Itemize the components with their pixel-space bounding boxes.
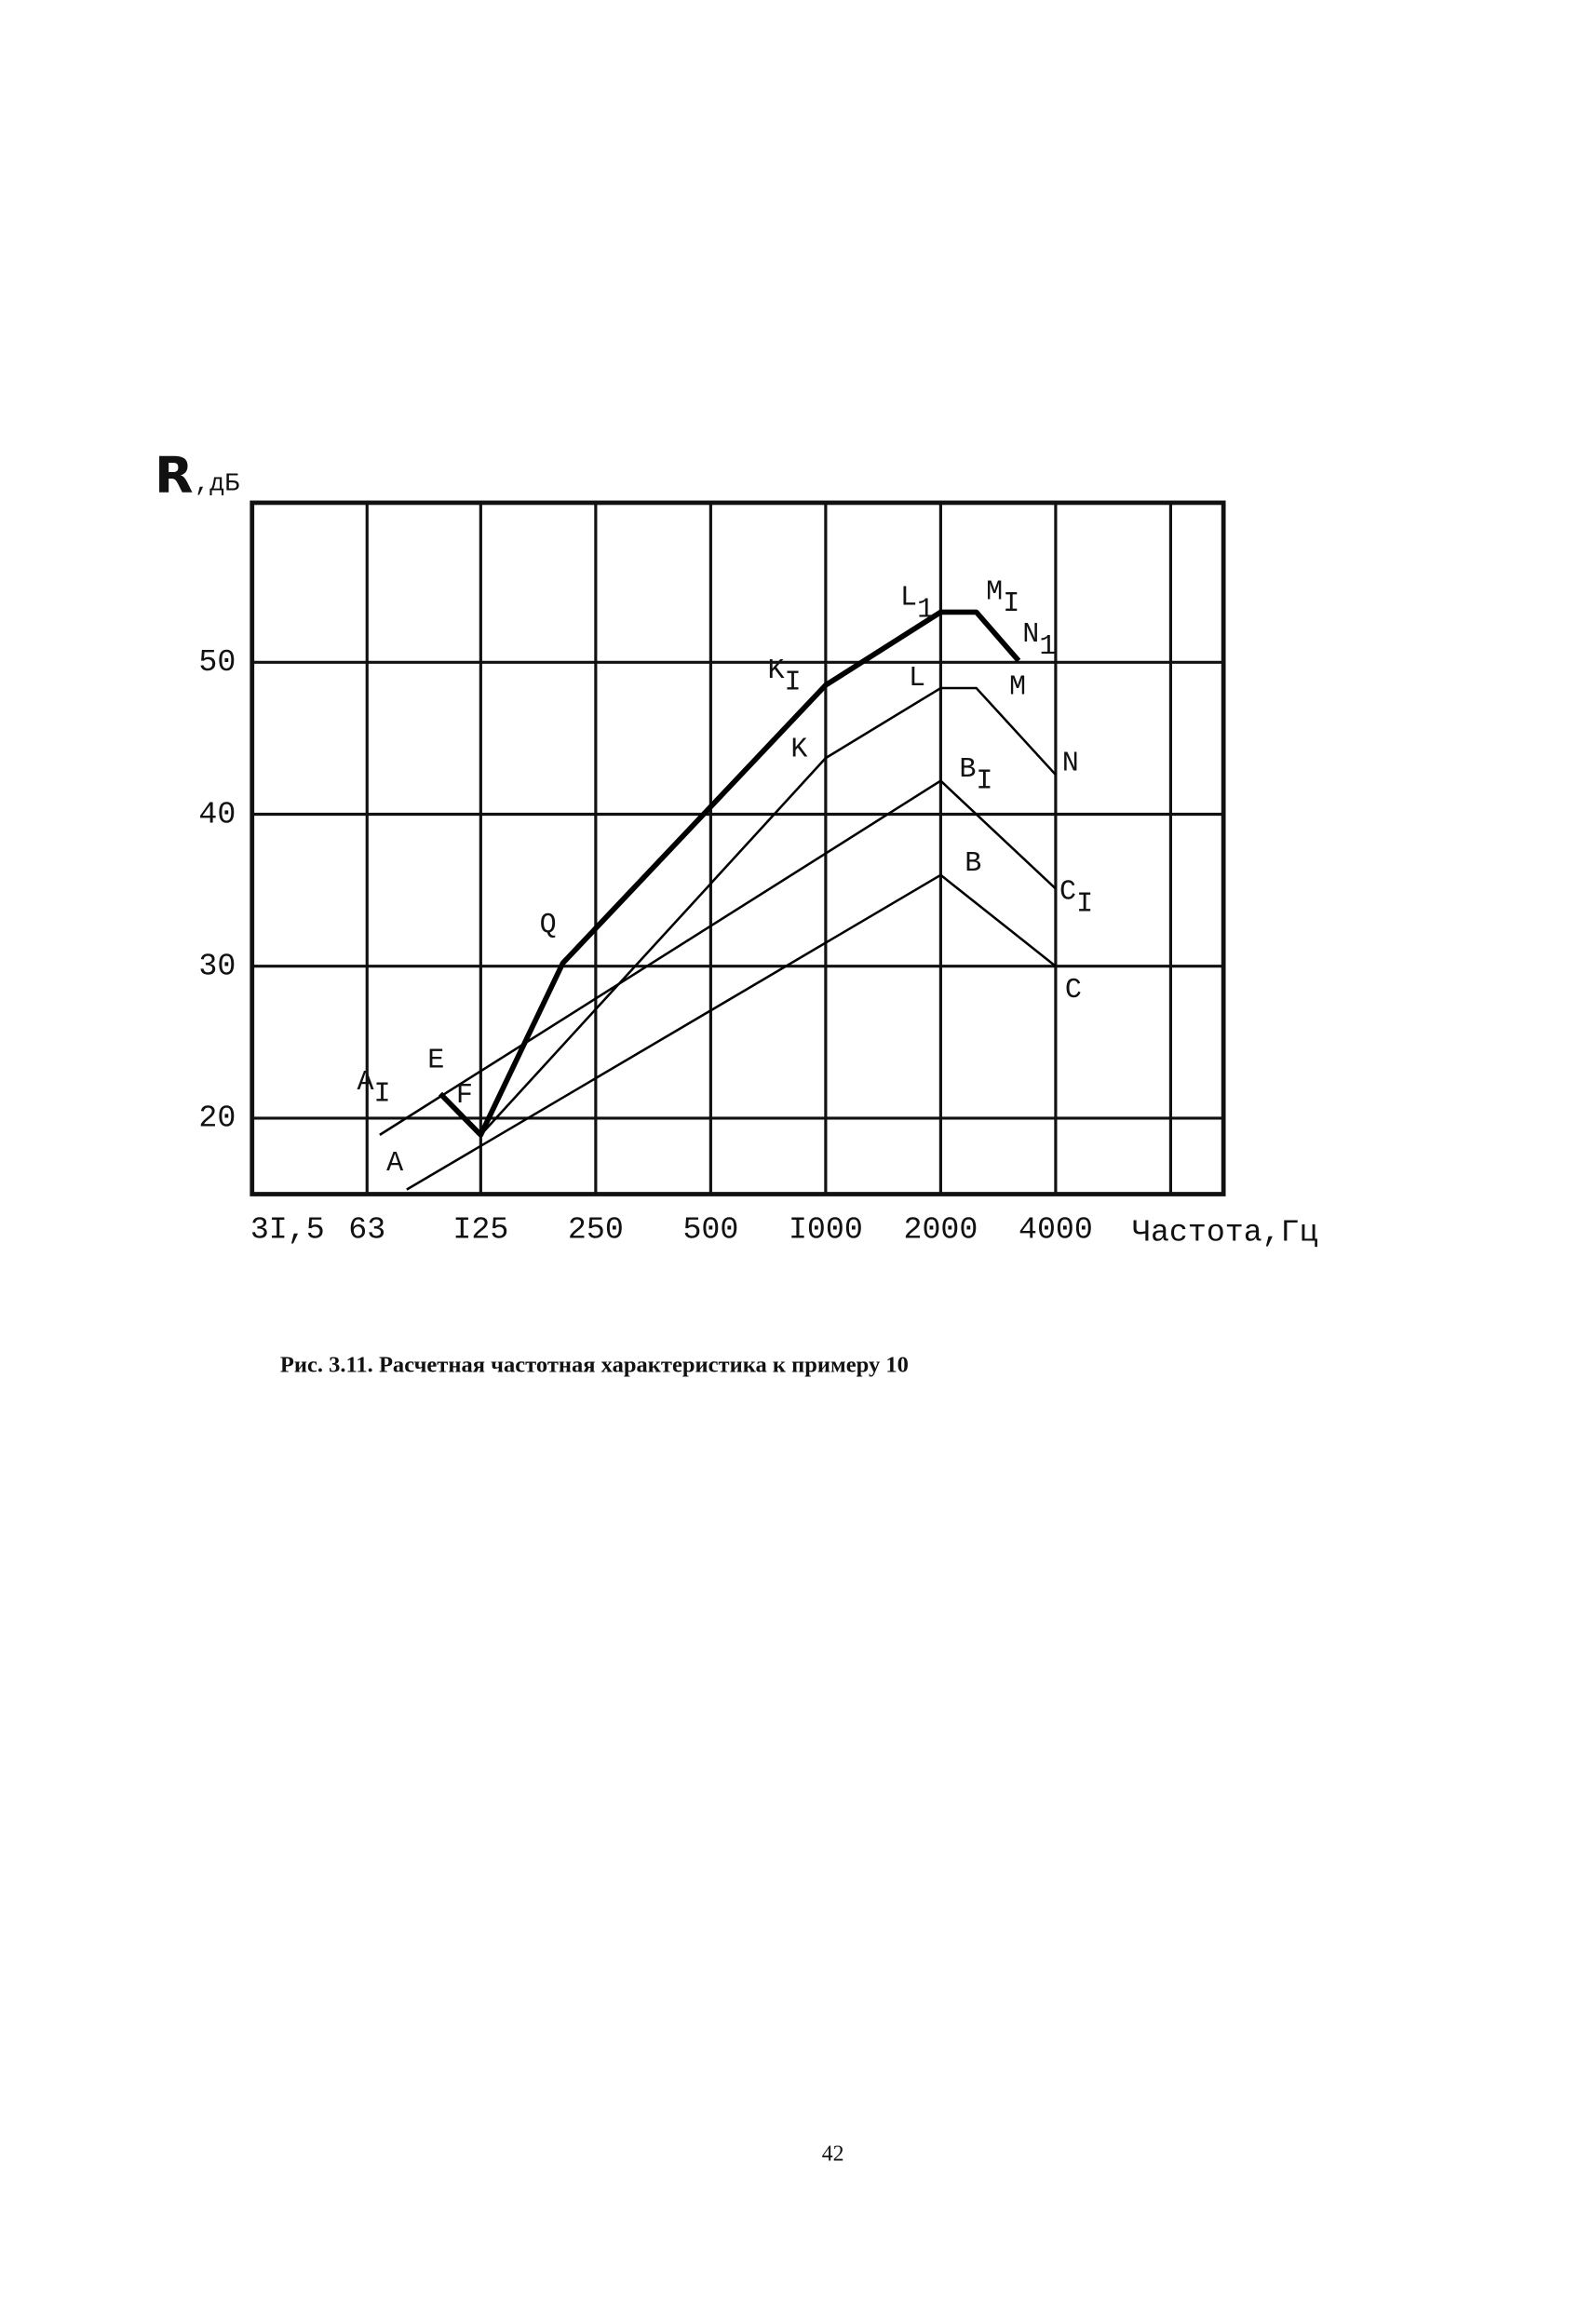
- point-label-text: K: [767, 655, 785, 687]
- line: [438, 609, 1021, 1138]
- point-label-sub: 1: [1039, 631, 1056, 663]
- point-label: L1: [900, 583, 934, 627]
- point-label: KI: [767, 655, 801, 699]
- point-label-sub: I: [976, 766, 992, 798]
- x-tick-label: 250: [568, 1211, 624, 1247]
- point-label: N1: [1022, 619, 1056, 663]
- point-label-sub: 1: [917, 594, 934, 626]
- point-label: A: [386, 1148, 404, 1180]
- y-tick-label: 30: [198, 948, 236, 983]
- point-label: M: [1009, 671, 1026, 703]
- point-label: Q: [540, 910, 557, 941]
- y-axis-label: R: [155, 446, 193, 505]
- point-label: E: [427, 1045, 444, 1076]
- point-label: N: [1062, 748, 1079, 779]
- point-label-text: N: [1022, 619, 1039, 651]
- plot-frame: [250, 500, 1226, 1196]
- point-label-text: L: [900, 583, 917, 615]
- line: [406, 873, 1057, 1191]
- point-label: C: [1065, 975, 1082, 1007]
- point-label-sub: I: [374, 1078, 391, 1110]
- point-label-sub: I: [785, 668, 802, 699]
- y-tick-label: 20: [198, 1101, 236, 1136]
- point-label: B: [965, 848, 981, 880]
- point-label-text: M: [986, 576, 1003, 608]
- point-label: MI: [986, 576, 1019, 620]
- x-tick-label: 500: [682, 1211, 738, 1247]
- point-label: F: [456, 1080, 473, 1112]
- y-tick-label: 40: [198, 796, 236, 831]
- point-label-text: A: [357, 1067, 374, 1099]
- x-tick-label: I25: [452, 1211, 508, 1247]
- point-label: L: [909, 663, 925, 695]
- x-tick-label: 4000: [1019, 1211, 1093, 1247]
- point-label-text: B: [959, 754, 976, 786]
- x-tick-label: 63: [348, 1211, 385, 1247]
- point-label: AI: [357, 1067, 390, 1111]
- line: [379, 779, 1057, 1136]
- x-axis-label: Частота,Гц: [1132, 1214, 1318, 1250]
- point-label: K: [790, 735, 808, 766]
- x-tick-label: 2000: [903, 1211, 978, 1247]
- point-label-sub: I: [1076, 888, 1093, 920]
- y-axis-unit: ,дБ: [195, 470, 239, 498]
- point-label: BI: [959, 754, 992, 798]
- y-tick-label: 50: [198, 644, 236, 680]
- point-label-sub: I: [1003, 588, 1019, 620]
- x-tick-label: 3I,5: [250, 1211, 325, 1247]
- point-label: CI: [1059, 877, 1093, 921]
- page-number: 42: [822, 2142, 844, 2166]
- x-tick-label: I000: [789, 1211, 863, 1247]
- point-label-text: C: [1059, 877, 1076, 909]
- caption: Рис. 3.11. Расчетная частотная характери…: [280, 1352, 909, 1377]
